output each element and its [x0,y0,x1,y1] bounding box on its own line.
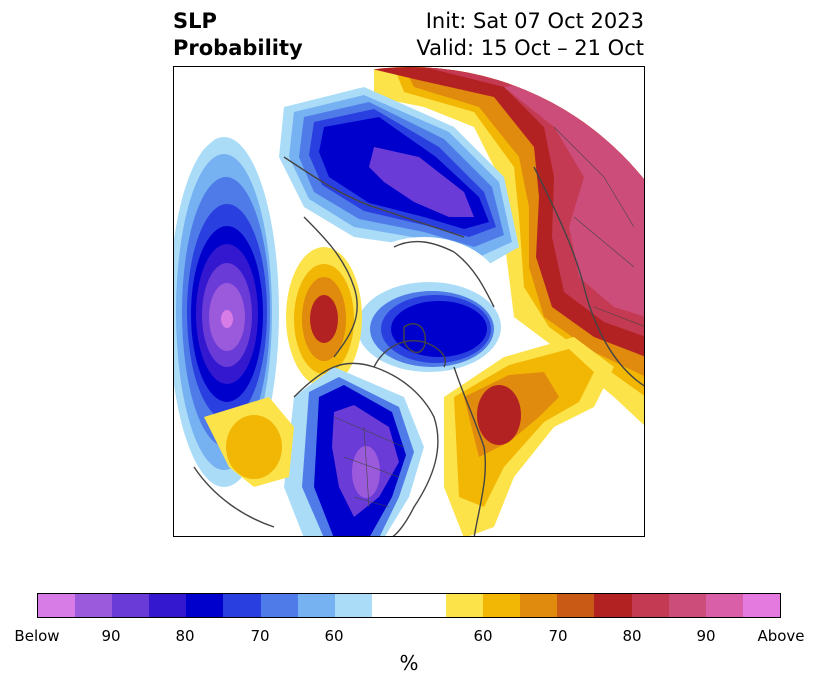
colorbar-bin [75,594,113,617]
colorbar-tick-label: 80 [175,627,195,645]
colorbar-unit: % [399,651,419,675]
colorbar-tick-label: Below [14,627,60,645]
colorbar-bin [668,594,706,617]
anomaly-natl-red [477,385,521,445]
colorbar-bin [446,594,484,617]
colorbar-bin [705,594,743,617]
valid-range: Valid: 15 Oct – 21 Oct [416,36,644,60]
colorbar-tick-label: 70 [548,627,568,645]
colorbar-bin [149,594,187,617]
coastlines [193,156,644,536]
colorbar-bin [483,594,521,617]
colorbar-tick-label: 60 [324,627,344,645]
anomaly-alaska-red [310,295,338,343]
colorbar-bin [223,594,261,617]
colorbar-bin [631,594,669,617]
colorbar-tick-label: 70 [250,627,270,645]
colorbar-bin [594,594,632,617]
anomaly-siberia-violet [369,147,474,217]
title-product: Probability [173,36,303,60]
colorbar-bin [260,594,298,617]
init-date: Init: Sat 07 Oct 2023 [425,9,644,33]
colorbar [37,593,781,618]
map-panel [173,66,645,537]
colorbar-bin [186,594,224,617]
colorbar-bin [334,594,372,617]
colorbar-bin [520,594,558,617]
colorbar-bin [38,594,76,617]
colorbar-tick-label: 90 [696,627,716,645]
colorbar-bin [371,594,409,617]
colorbar-bin [112,594,150,617]
title-variable: SLP [173,9,217,33]
anomaly-atlantic-deep [391,301,487,357]
colorbar-tick-label: 60 [473,627,493,645]
anomaly-na-purple [352,446,380,498]
colorbar-tick-label: Above [757,627,805,645]
colorbar-tick-label: 90 [101,627,121,645]
colorbar-bin [408,594,447,617]
anomaly-pacific-magenta [221,310,233,328]
borders [333,126,644,508]
colorbar-bin [297,594,335,617]
colorbar-bin [742,594,780,617]
anomaly-epac-gold [226,415,282,479]
chart-title-right: Init: Sat 07 Oct 2023 Valid: 15 Oct – 21… [416,8,644,62]
colorbar-bin [557,594,595,617]
polar-map [174,67,644,536]
chart-title-left: SLP Probability [173,8,303,62]
colorbar-tick-label: 80 [622,627,642,645]
